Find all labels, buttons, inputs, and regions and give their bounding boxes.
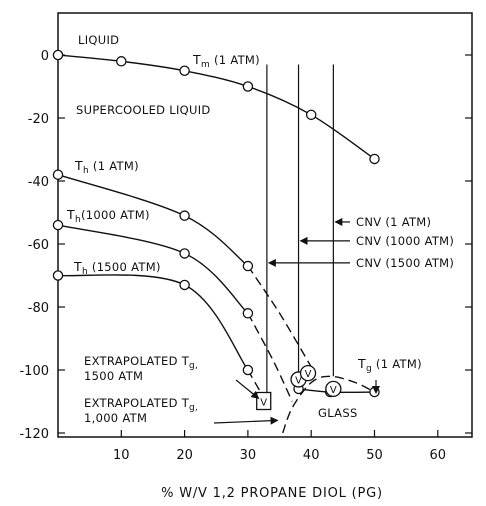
x-tick-label: 30 xyxy=(240,448,257,463)
vitrification-marker xyxy=(325,380,342,398)
cnv-label: CNV (1500 ATM) xyxy=(356,256,454,270)
data-point xyxy=(242,81,254,92)
x-tick-label: 20 xyxy=(176,448,193,463)
series-label: Th(1000 ATM) xyxy=(66,207,150,225)
vitrification-marker-label: V xyxy=(330,385,337,396)
region-label-supercooled: SUPERCOOLED LIQUID xyxy=(76,103,211,117)
y-tick-label: -20 xyxy=(28,112,49,127)
x-tick-label: 50 xyxy=(366,448,383,463)
axis-ticks: 0 -20 -40 -60 -80 -100 -120 10 20 30 40 50 60 xyxy=(19,49,472,463)
data-point xyxy=(52,270,64,281)
cnv-label: CNV (1 ATM) xyxy=(356,215,431,229)
y-tick-label: -60 xyxy=(28,238,49,253)
vitrification-marker-label: V xyxy=(295,375,302,386)
data-point xyxy=(179,210,190,221)
data-point xyxy=(179,65,190,77)
vitrification-marker-label: V xyxy=(305,369,312,380)
annotation-arrow xyxy=(235,379,260,399)
vitrification-marker-label: V xyxy=(260,398,267,409)
y-tick-label: -80 xyxy=(28,301,49,316)
series-label: Th (1500 ATM) xyxy=(73,259,161,277)
data-point xyxy=(116,56,127,67)
region-label-liquid: LIQUID xyxy=(78,33,119,47)
vitrification-marker-square xyxy=(256,391,272,411)
series-label: Th (1 ATM) xyxy=(74,158,139,176)
data-point xyxy=(369,153,380,165)
annotation-line1: EXTRAPOLATED Tg, xyxy=(84,354,198,371)
x-tick-label: 60 xyxy=(430,448,447,463)
data-point xyxy=(369,386,380,398)
x-axis-label: % W/V 1,2 PROPANE DIOL (PG) xyxy=(161,486,383,501)
annotation-line2: 1,000 ATM xyxy=(84,411,147,425)
annotation-line1: EXTRAPOLATED Tg, xyxy=(84,396,198,413)
data-point xyxy=(52,169,64,180)
series-label: Tm (1 ATM) xyxy=(192,52,260,70)
series-label: Tg (1 ATM) xyxy=(357,356,422,374)
series-extrapolated xyxy=(247,312,293,402)
cnv-label: CNV (1000 ATM) xyxy=(356,234,454,248)
annotation-line2: 1500 ATM xyxy=(84,369,143,383)
y-tick-label: 0 xyxy=(41,49,49,64)
x-tick-label: 10 xyxy=(113,448,130,463)
vitrification-marker xyxy=(299,364,317,382)
data-point xyxy=(242,364,254,376)
y-tick-label: -40 xyxy=(28,175,49,190)
data-point xyxy=(179,279,190,291)
x-tick-label: 40 xyxy=(303,448,320,463)
data-point xyxy=(305,109,317,121)
series-extrapolated xyxy=(247,265,312,368)
data-point xyxy=(52,49,64,61)
data-point xyxy=(52,219,64,231)
annotation-arrow xyxy=(213,416,279,425)
chart-labels: LIQUID SUPERCOOLED LIQUID GLASS Tm (1 ATM) T… xyxy=(66,33,422,425)
data-point xyxy=(242,260,254,272)
data-point xyxy=(242,308,254,319)
y-tick-label: -100 xyxy=(19,364,49,379)
region-label-glass: GLASS xyxy=(318,406,358,420)
y-tick-label: -120 xyxy=(19,427,49,442)
data-point xyxy=(179,248,190,259)
cnv-lines: CNV (1 ATM) CNV (1000 ATM) CNV (1500 ATM) xyxy=(266,64,454,402)
